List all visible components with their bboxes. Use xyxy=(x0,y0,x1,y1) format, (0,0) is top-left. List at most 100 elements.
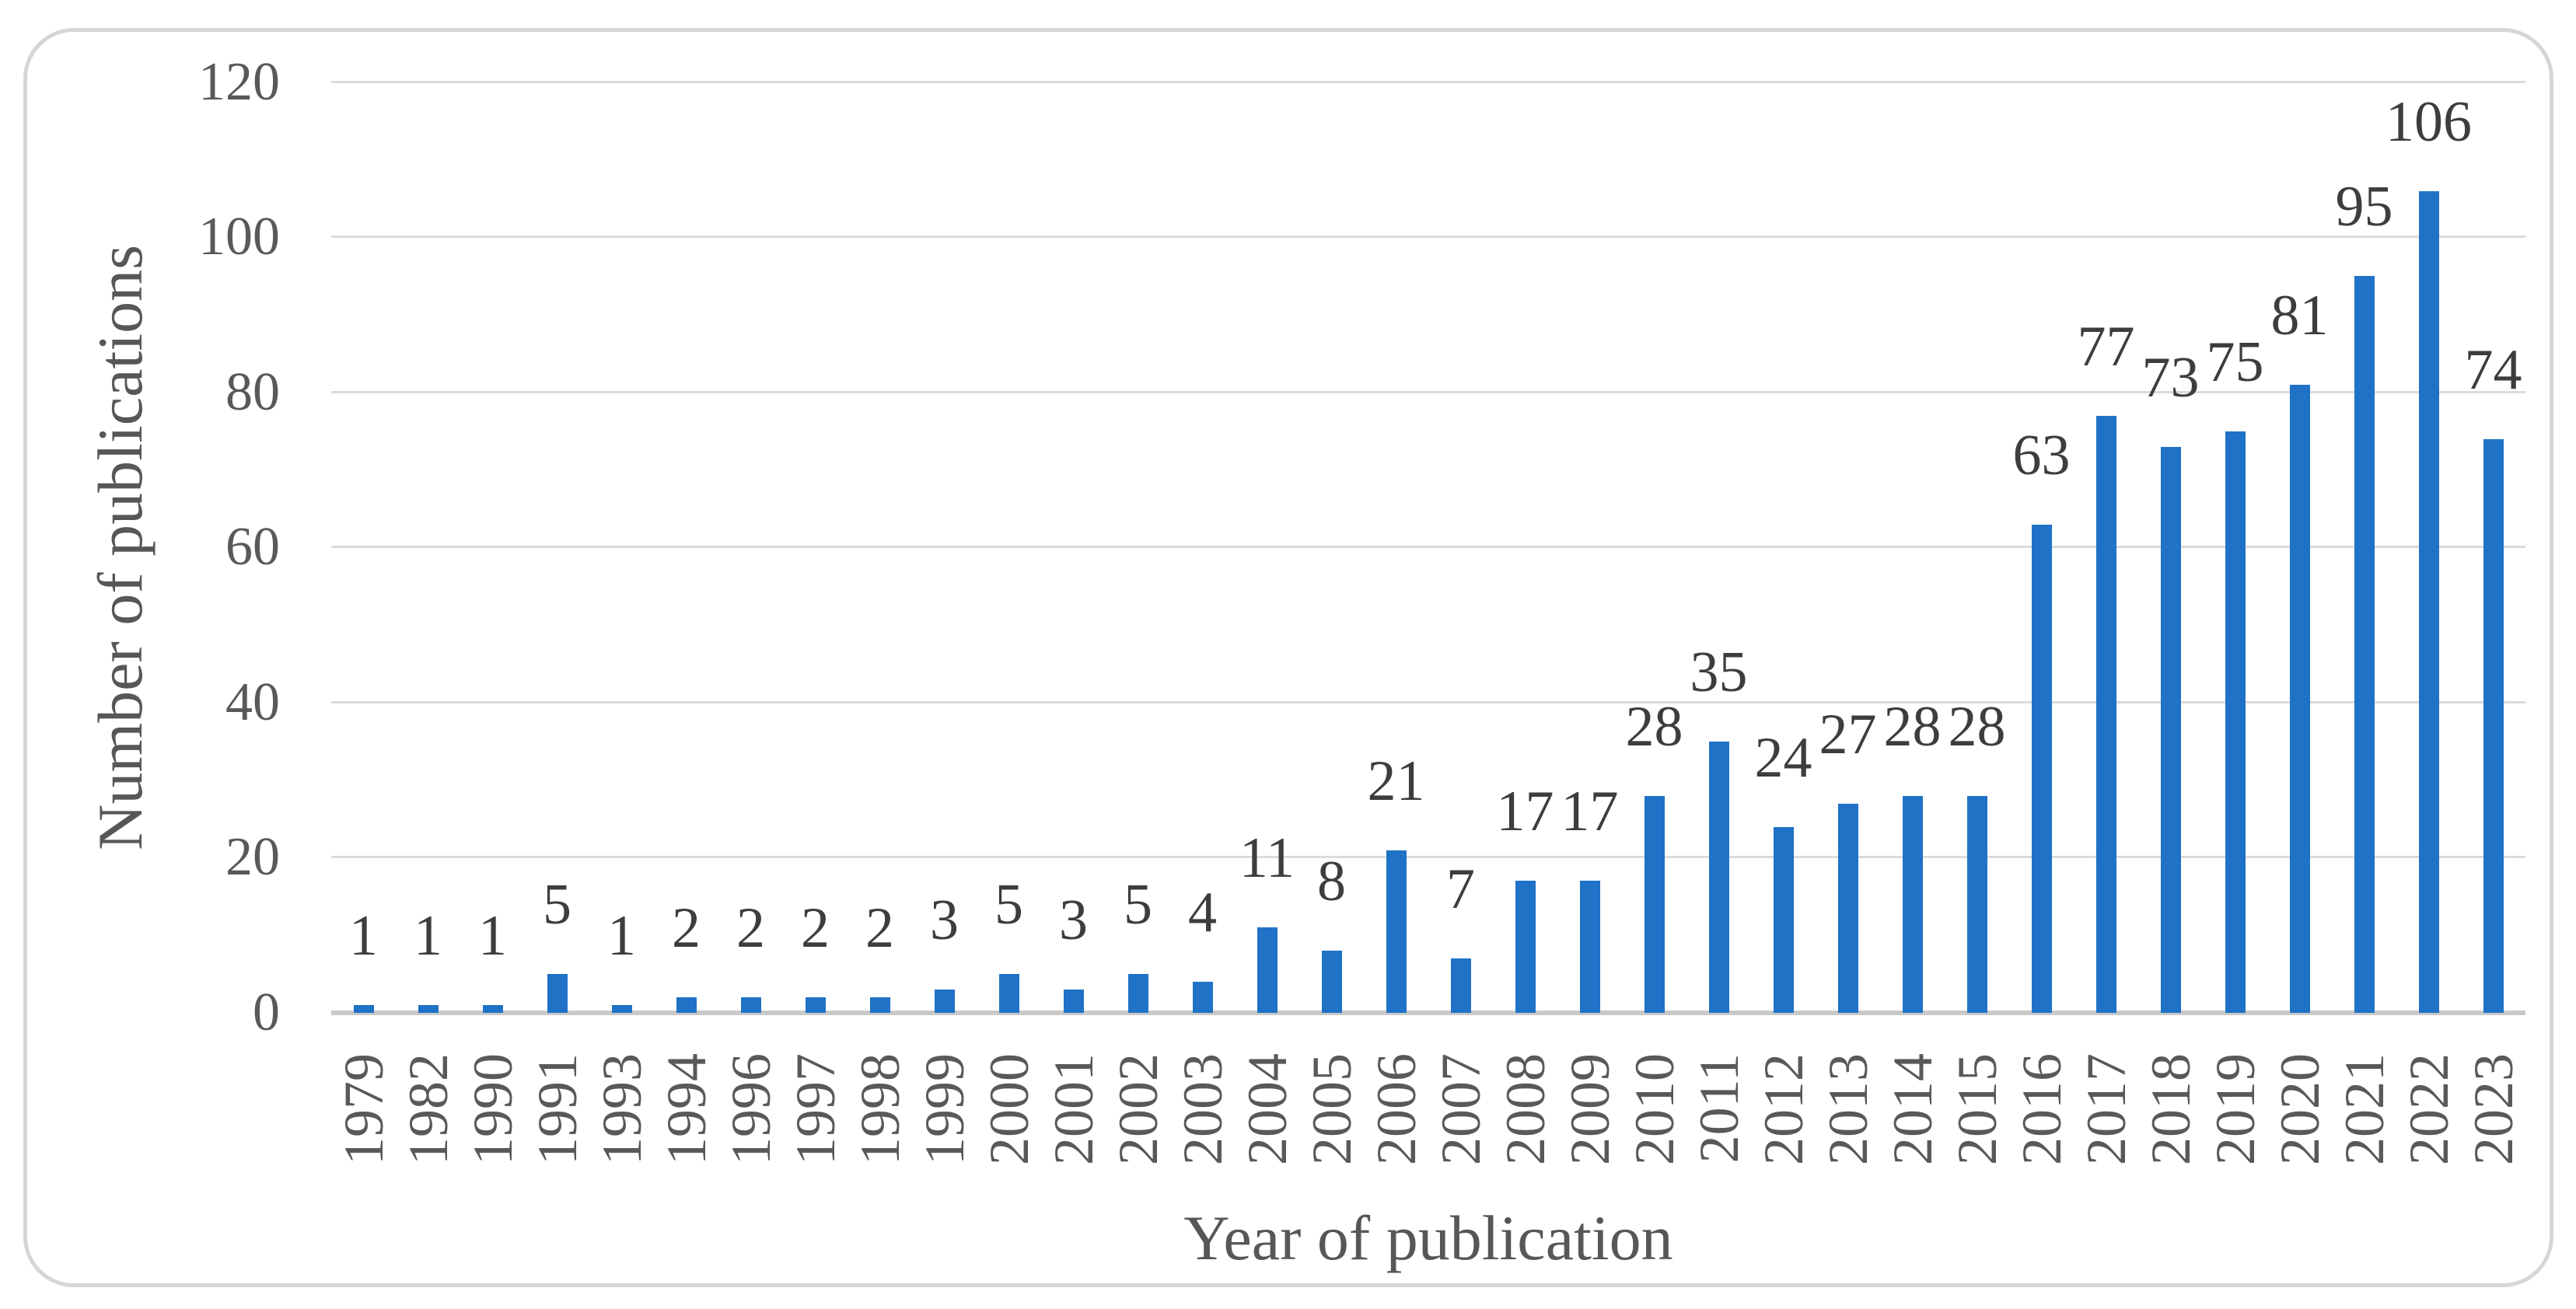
bar-slot: 81 2020 xyxy=(2267,82,2332,1165)
bar-slot: 3 2001 xyxy=(1041,82,1106,1165)
bar-value-label: 28 xyxy=(1625,694,1683,759)
bar-slot: 1 1979 xyxy=(331,82,396,1165)
y-axis-ticks: 0 20 40 60 80 100 120 xyxy=(0,54,280,1040)
bar-value-label: 3 xyxy=(1059,888,1088,953)
bar-slot: 28 2014 xyxy=(1880,82,1945,1165)
bar-slot: 17 2008 xyxy=(1493,82,1557,1165)
bar-value-label: 17 xyxy=(1496,780,1554,844)
bar-value-label: 35 xyxy=(1690,640,1748,704)
bar-value-label: 28 xyxy=(1948,694,2006,759)
x-tick-label: 1998 xyxy=(848,1053,911,1165)
bar xyxy=(1837,803,1858,1013)
bar-slot: 11 2004 xyxy=(1235,82,1299,1165)
x-tick-label: 2008 xyxy=(1494,1053,1557,1165)
bar-slot: 2 1997 xyxy=(783,82,848,1165)
bar xyxy=(2225,431,2246,1013)
bar xyxy=(1127,974,1148,1013)
x-tick-label: 2020 xyxy=(2268,1053,2331,1165)
bar xyxy=(1192,982,1213,1013)
bar-slot: 7 2007 xyxy=(1428,82,1493,1165)
x-tick-label: 2021 xyxy=(2333,1053,2396,1165)
bar-value-label: 106 xyxy=(2386,89,2472,154)
bar-value-label: 2 xyxy=(865,896,894,961)
x-tick-label: 1979 xyxy=(332,1053,395,1165)
bar-value-label: 5 xyxy=(994,873,1023,937)
bar-slot: 17 2009 xyxy=(1557,82,1622,1165)
x-tick-label: 1991 xyxy=(526,1053,589,1165)
bar-value-label: 63 xyxy=(2012,423,2071,487)
x-tick-label: 2018 xyxy=(2139,1053,2202,1165)
bar xyxy=(2289,385,2310,1013)
bar xyxy=(2354,276,2375,1013)
gridline xyxy=(331,81,2525,83)
bar-value-label: 1 xyxy=(349,904,378,969)
gridline xyxy=(331,391,2525,393)
bar-value-label: 28 xyxy=(1883,694,1942,759)
bar xyxy=(2160,446,2181,1013)
bar xyxy=(1386,850,1407,1013)
bar-value-label: 17 xyxy=(1561,780,1619,844)
bar xyxy=(2031,524,2052,1013)
bar-slot: 5 2000 xyxy=(977,82,1041,1165)
bar-value-label: 8 xyxy=(1317,850,1346,914)
bar xyxy=(1902,795,1923,1013)
bar-value-label: 4 xyxy=(1188,881,1217,945)
bar-slot: 2 1996 xyxy=(718,82,783,1165)
bar-value-label: 74 xyxy=(2464,337,2522,402)
y-tick-label: 0 xyxy=(253,982,280,1042)
bar-value-label: 75 xyxy=(2206,330,2264,394)
bar xyxy=(1450,958,1471,1013)
bar-value-label: 2 xyxy=(672,896,701,961)
bar xyxy=(869,997,890,1013)
bar-slot: 27 2013 xyxy=(1816,82,1880,1165)
bar-slot: 2 1994 xyxy=(654,82,718,1165)
bar xyxy=(1257,927,1278,1013)
bar-slot: 28 2010 xyxy=(1622,82,1686,1165)
bar-value-label: 1 xyxy=(478,904,507,969)
y-tick-label: 80 xyxy=(225,361,280,422)
bar-slot: 74 2023 xyxy=(2461,82,2525,1165)
bar-value-label: 24 xyxy=(1754,725,1812,790)
bar-slot: 1 1990 xyxy=(460,82,525,1165)
y-tick-label: 40 xyxy=(225,672,280,732)
bar-slot: 1 1993 xyxy=(589,82,654,1165)
x-tick-label: 1993 xyxy=(590,1053,653,1165)
bar-value-label: 5 xyxy=(1124,873,1152,937)
bar-value-label: 5 xyxy=(543,873,571,937)
bar-slot: 95 2021 xyxy=(2332,82,2396,1165)
x-tick-label: 1994 xyxy=(655,1053,718,1165)
x-tick-label: 1996 xyxy=(719,1053,782,1165)
x-tick-label: 2015 xyxy=(1945,1053,2008,1165)
bar-slot: 3 1999 xyxy=(912,82,977,1165)
y-tick-label: 120 xyxy=(198,51,280,112)
bar-value-label: 2 xyxy=(801,896,830,961)
bar-slot: 63 2016 xyxy=(2009,82,2074,1165)
bar-slot: 2 1998 xyxy=(848,82,912,1165)
x-tick-label: 2006 xyxy=(1365,1053,1428,1165)
bar xyxy=(353,1005,374,1013)
chart-frame xyxy=(23,28,2553,1287)
bar-value-label: 1 xyxy=(414,904,442,969)
bar xyxy=(1579,881,1600,1013)
x-tick-label: 1997 xyxy=(784,1053,847,1165)
bar-slot: 106 2022 xyxy=(2386,82,2472,1165)
gridline xyxy=(331,236,2525,238)
bar xyxy=(2483,438,2504,1013)
x-tick-label: 1982 xyxy=(397,1053,460,1165)
bar-value-label: 7 xyxy=(1446,857,1475,922)
bar xyxy=(2095,415,2116,1013)
x-tick-label: 2016 xyxy=(2010,1053,2073,1165)
x-tick-label: 2000 xyxy=(977,1053,1040,1165)
x-tick-label: 1990 xyxy=(461,1053,524,1165)
bar-slot: 5 1991 xyxy=(525,82,589,1165)
bar-slot: 5 2002 xyxy=(1106,82,1170,1165)
x-tick-label: 2012 xyxy=(1752,1053,1815,1165)
bar-slot: 24 2012 xyxy=(1751,82,1816,1165)
bar-value-label: 21 xyxy=(1367,749,1425,813)
bar-slot: 8 2005 xyxy=(1299,82,1364,1165)
x-tick-label: 2007 xyxy=(1429,1053,1492,1165)
bar-slot: 35 2011 xyxy=(1686,82,1751,1163)
bar xyxy=(998,974,1019,1013)
gridline xyxy=(331,856,2525,858)
x-tick-label: 2003 xyxy=(1171,1053,1234,1165)
